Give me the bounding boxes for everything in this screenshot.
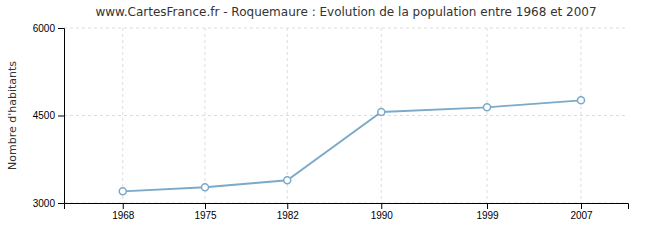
x-tick-label: 2007 [570, 210, 593, 221]
point [119, 188, 126, 195]
point [378, 109, 385, 116]
y-tick-mark [58, 28, 64, 29]
x-tick-label: 1990 [371, 210, 394, 221]
x-tick-mark [123, 203, 124, 209]
series [119, 97, 584, 195]
y-tick-mark [58, 116, 64, 117]
y-tick: 6000 [33, 23, 64, 34]
x-tick: 1975 [194, 203, 217, 221]
chart-container: 1968 1975 1982 1990 1999 2007 3000 4500 6000 www.… [0, 0, 650, 229]
y-grid-line [64, 115, 628, 116]
y-axis-title: Nombre d'habitants [6, 61, 19, 170]
line [123, 100, 581, 191]
y-axis: 3000 4500 6000 [33, 23, 65, 209]
x-tick-mark [287, 203, 288, 209]
y-tick-label: 6000 [33, 23, 56, 34]
y-tick-mark [58, 203, 64, 204]
x-tick-mark [487, 203, 488, 209]
title: www.CartesFrance.fr - Roquemaure : Evolu… [95, 5, 596, 19]
x-tick-label: 1968 [112, 210, 135, 221]
point [578, 97, 585, 104]
y-tick: 4500 [33, 110, 64, 121]
x-tick: 1999 [476, 203, 499, 221]
x-tick: 1990 [371, 203, 394, 221]
x-axis: 1968 1975 1982 1990 1999 2007 [65, 203, 629, 221]
x-tick-label: 1975 [194, 210, 217, 221]
x-tick-label: 1999 [476, 210, 499, 221]
point [202, 184, 209, 191]
y-tick: 3000 [33, 198, 64, 209]
point [484, 104, 491, 111]
plot-area: 1968 1975 1982 1990 1999 2007 3000 4500 6000 [33, 23, 629, 221]
x-tick: 2007 [570, 203, 593, 221]
x-tick-mark [581, 203, 582, 209]
y-axis-line [58, 29, 65, 204]
grid [64, 28, 628, 203]
x-grid-line [122, 28, 123, 203]
x-tick-mark [205, 203, 206, 209]
x-tick-mark [381, 203, 382, 209]
point [284, 177, 291, 184]
x-axis-line [65, 204, 629, 210]
y-tick-label: 3000 [33, 198, 56, 209]
y-tick-label: 4500 [33, 110, 56, 121]
x-tick-label: 1982 [277, 210, 300, 221]
chart: 1968 1975 1982 1990 1999 2007 3000 4500 6000 www.… [0, 0, 650, 229]
x-tick: 1968 [112, 203, 135, 221]
y-grid-line [64, 28, 628, 29]
x-tick: 1982 [277, 203, 300, 221]
